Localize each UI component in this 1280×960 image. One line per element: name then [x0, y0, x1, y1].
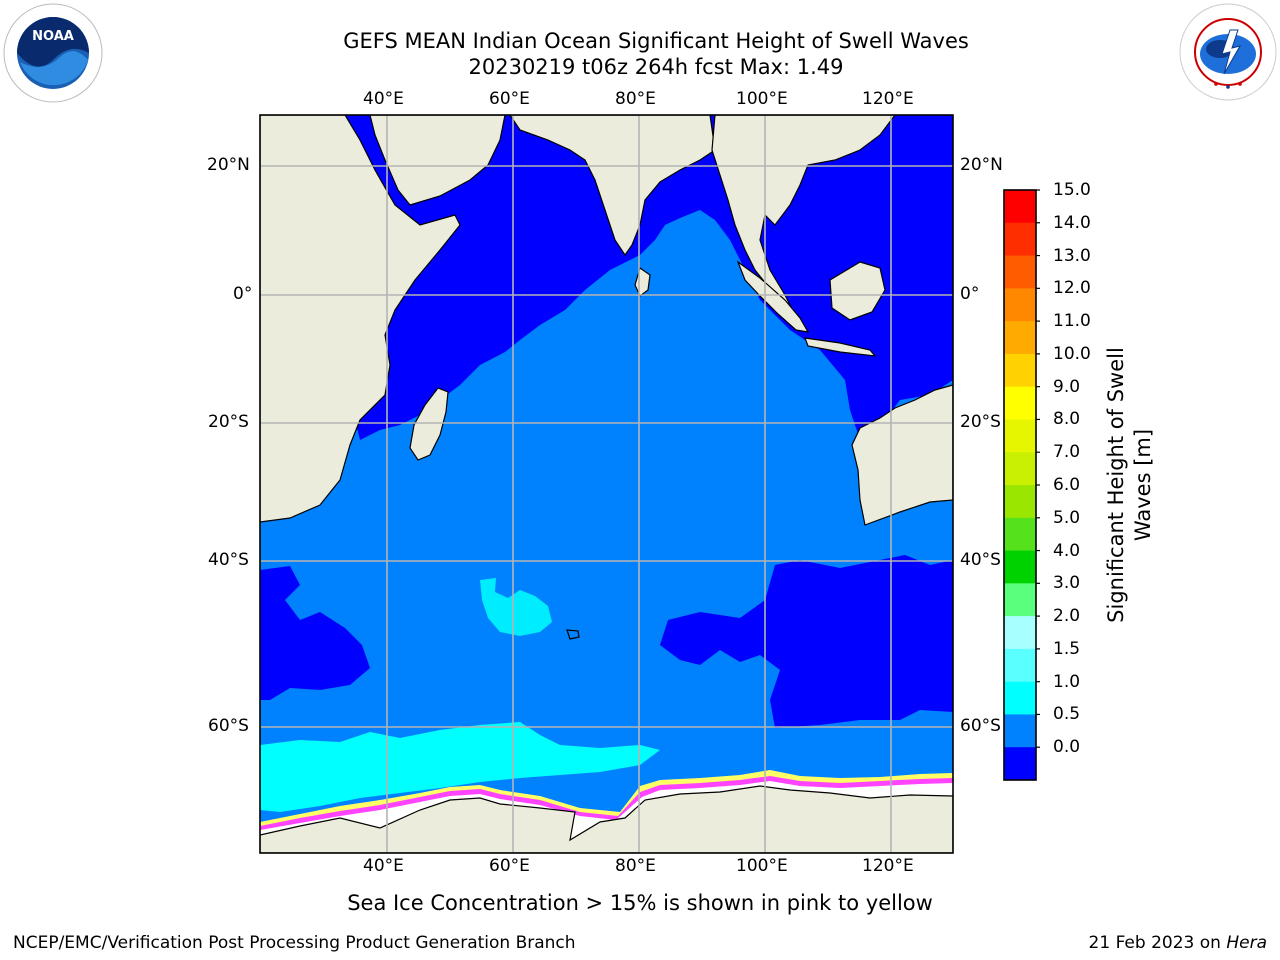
land-sumatra: [736, 260, 810, 333]
lat-tick-left-40s: 40°S: [208, 550, 249, 570]
colorbar-swatch: [1004, 255, 1036, 289]
colorbar-tick-label: 7.0: [1053, 442, 1081, 463]
colorbar-tick-label: 5.0: [1053, 507, 1081, 528]
colorbar-tick-label: 12.0: [1053, 278, 1091, 299]
colorbar-tick-label: 8.0: [1053, 409, 1081, 430]
colorbar-swatch: [1004, 747, 1036, 781]
colorbar-swatch: [1004, 386, 1036, 420]
map-grid: [260, 115, 953, 853]
land-kerguelen: [566, 629, 580, 640]
lon-tick-bottom-40e: 40°E: [363, 856, 404, 876]
lat-tick-left-60s: 60°S: [208, 716, 249, 736]
chart-title: GEFS MEAN Indian Ocean Significant Heigh…: [343, 29, 969, 53]
colorbar-swatch: [1004, 517, 1036, 552]
land-borneo: [829, 261, 886, 321]
colorbar-tick-label: 4.0: [1053, 540, 1081, 561]
land-madagascar: [409, 387, 449, 461]
lon-tick-top-120e: 120°E: [862, 89, 914, 109]
colorbar-tick-label: 0.5: [1053, 704, 1081, 725]
lat-tick-left-20n: 20°N: [207, 155, 250, 175]
lon-tick-bottom-60e: 60°E: [489, 856, 530, 876]
lat-tick-right-0: 0°: [960, 284, 980, 304]
footer-date: 21 Feb 2023 on Hera: [1089, 933, 1267, 953]
colorbar-swatch: [1004, 681, 1036, 715]
lon-tick-top-60e: 60°E: [489, 89, 530, 109]
colorbar-swatch: [1004, 452, 1036, 486]
colorbar-tick-label: 13.0: [1053, 245, 1091, 266]
colorbar-tick-label: 11.0: [1053, 311, 1091, 332]
colorbar-swatch: [1004, 583, 1036, 617]
colorbar-swatch: [1004, 616, 1036, 650]
colorbar-swatch: [1004, 222, 1036, 257]
land-java: [804, 337, 877, 357]
lat-tick-right-20n: 20°N: [960, 155, 1003, 175]
lat-tick-left-0: 0°: [233, 284, 253, 304]
colorbar-tick-label: 10.0: [1053, 343, 1091, 364]
nws-logo: [1179, 3, 1277, 101]
land-australia: [851, 384, 953, 526]
map-frame: [259, 114, 954, 854]
footer-date-text: 21 Feb 2023 on: [1088, 933, 1227, 953]
colorbar-swatch: [1004, 550, 1036, 584]
chart-subtitle: 20230219 t06z 264h fcst Max: 1.49: [468, 55, 844, 79]
colorbar-title: Significant Height of Swell Waves [m]: [1104, 347, 1155, 623]
colorbar-swatch: [1004, 321, 1036, 355]
colorbar-tick-label: 9.0: [1053, 376, 1081, 397]
land-india: [509, 115, 716, 257]
lon-tick-bottom-100e: 100°E: [736, 856, 788, 876]
lon-tick-bottom-120e: 120°E: [862, 856, 914, 876]
land-africa: [260, 115, 461, 523]
ocean-swell-1.0-1.5-south: [260, 722, 660, 812]
noaa-logo-name: NOAA: [32, 29, 74, 44]
sea-ice-caption: Sea Ice Concentration > 15% is shown in …: [347, 891, 933, 915]
footer-credit: NCEP/EMC/Verification Post Processing Pr…: [13, 933, 576, 953]
ocean-swell-0.0-0.5-north: [340, 115, 953, 440]
lat-tick-left-20s: 20°S: [208, 412, 249, 432]
colorbar-tick-label: 6.0: [1053, 475, 1081, 495]
colorbar: [1003, 189, 1040, 781]
lon-tick-bottom-80e: 80°E: [615, 856, 656, 876]
noaa-logo: NOAA: [3, 3, 103, 103]
ocean-swell-0.0-0.5-southwest: [260, 566, 370, 700]
lon-tick-top-100e: 100°E: [736, 89, 788, 109]
ocean-swell-0.0-0.5-southeast: [660, 555, 953, 728]
colorbar-tick-label: 1.5: [1053, 638, 1081, 659]
colorbar-tick-label: 15.0: [1053, 180, 1091, 200]
colorbar-swatch: [1004, 353, 1036, 388]
footer-machine: Hera: [1226, 933, 1267, 953]
ocean-swell-1.0-1.5-patch: [480, 578, 552, 636]
lon-tick-top-40e: 40°E: [363, 89, 404, 109]
colorbar-swatch: [1004, 485, 1036, 519]
colorbar-tick-label: 14.0: [1053, 212, 1091, 233]
colorbar-swatch: [1004, 648, 1036, 683]
colorbar-tick-label: 0.0: [1053, 737, 1081, 758]
lon-tick-top-80e: 80°E: [615, 89, 656, 109]
land-antarctica: [260, 785, 953, 853]
colorbar-swatch: [1004, 190, 1036, 224]
lat-tick-right-60s: 60°S: [960, 716, 1001, 736]
colorbar-tick-label: 2.0: [1053, 606, 1081, 627]
colorbar-swatch: [1004, 419, 1036, 453]
colorbar-swatch: [1004, 288, 1036, 322]
colorbar-tick-label: 3.0: [1053, 573, 1081, 594]
lat-tick-right-40s: 40°S: [960, 550, 1001, 570]
colorbar-tick-label: 1.0: [1053, 671, 1081, 692]
lat-tick-right-20s: 20°S: [960, 412, 1001, 432]
land-arabia: [369, 115, 506, 206]
colorbar-swatch: [1004, 714, 1036, 748]
